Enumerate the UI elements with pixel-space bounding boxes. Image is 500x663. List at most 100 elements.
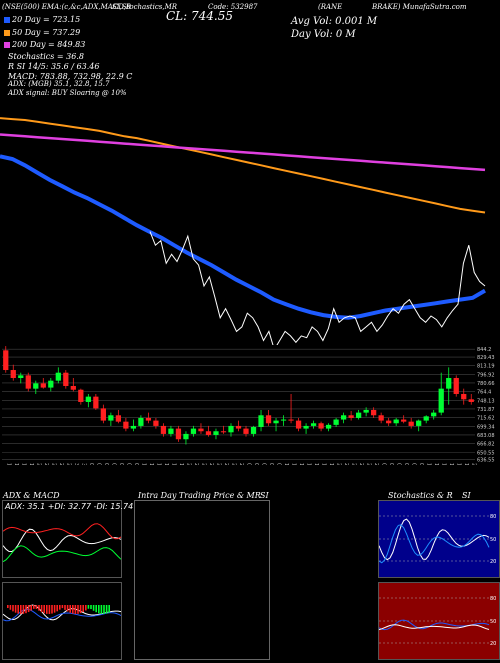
osc-tick-label: 80 — [490, 596, 496, 602]
intraday-panel — [134, 500, 270, 660]
candle-body — [258, 415, 264, 427]
date-tick-label: 04 Apr — [403, 463, 409, 465]
candle-body — [273, 420, 279, 424]
candle-body — [220, 431, 227, 433]
price-tick-label: 636.55 — [477, 458, 495, 464]
candle-body — [393, 419, 399, 424]
date-tick-label: 29 Feb — [238, 463, 244, 465]
candle-body — [431, 412, 437, 417]
date-tick-label: 18 Jan — [20, 463, 26, 465]
date-tick-label: 21 Feb — [193, 463, 199, 465]
macd-histogram-bar — [9, 605, 12, 610]
adx-values: ADX: 35.1 +DI: 32.77 -DI: 15.74 — [5, 502, 134, 511]
ema50-swatch — [4, 30, 10, 36]
candle-body — [138, 417, 144, 426]
price-tick-label: 731.87 — [477, 407, 495, 413]
candle-body — [40, 383, 46, 388]
macd-histogram-bar — [17, 605, 19, 614]
macd-histogram-bar — [35, 605, 38, 609]
candle-body — [3, 350, 9, 371]
macd-histogram-bar — [87, 605, 90, 609]
macd-histogram-bar — [40, 605, 43, 613]
rsi-lines: 80 50 20 — [378, 596, 496, 647]
date-tick-label: 05 Mar — [261, 463, 267, 465]
adx-svg-line — [2, 545, 122, 563]
stochastics-lines: 80 50 20 — [378, 514, 496, 565]
adx-lines — [2, 523, 122, 563]
date-tick-label: 23 Jan — [43, 463, 49, 465]
date-tick-label: 22 Jan — [35, 463, 41, 465]
macd-histogram-bar — [43, 605, 45, 614]
si-title: SI — [260, 491, 269, 500]
avg-volume: Avg Vol: 0.001 M — [291, 16, 378, 27]
date-tick-label: 01 Apr — [381, 463, 387, 465]
rsi-label: R SI 14/5: 35.6 / 63.46 — [8, 62, 100, 71]
macd-histogram-bar — [7, 605, 9, 608]
macd-histogram-bar — [51, 605, 53, 614]
macd-label: MACD: 783.88, 732.98, 22.9 C — [8, 72, 133, 81]
candle-body — [250, 426, 257, 434]
ema-chart — [0, 117, 487, 345]
macd-histogram-bar — [53, 605, 56, 613]
date-tick-label: 19 Jan — [28, 463, 34, 465]
date-tick-label: 05 Apr — [411, 463, 417, 465]
stochastics-panel: 80 50 20 — [378, 500, 500, 578]
adx-label: ADX: (MGB) 35.1, 32.8, 15.7 — [8, 80, 110, 88]
adx-svg-line — [2, 528, 122, 553]
candle-body — [461, 393, 467, 400]
candle-body — [213, 431, 219, 435]
date-tick-label: 14 Feb — [155, 463, 161, 465]
stoch-svg-line — [378, 524, 490, 564]
date-tick-label: 20 Mar — [336, 463, 342, 465]
date-tick-label: 26 Feb — [215, 463, 221, 465]
date-tick-label: 18 Mar — [321, 463, 327, 465]
header-indicators-2: SI,Stochastics,MR — [112, 3, 178, 11]
candle-body — [190, 428, 197, 434]
rsi-svg-line — [378, 624, 490, 631]
candle-body — [130, 425, 137, 429]
date-tick-label: 22 Feb — [200, 463, 206, 465]
macd-histogram-bar — [69, 605, 71, 613]
candlestick-chart: 844.2 829.43 813.19 796.92 780.66 764.4 748.13… — [2, 346, 495, 465]
date-tick-label: 28 Mar — [373, 463, 379, 465]
date-tick-label: 10 Apr — [426, 463, 432, 465]
macd-histogram-bar — [72, 605, 74, 614]
date-tick-label: 04 Mar — [253, 463, 259, 465]
macd-histogram-bar — [108, 605, 110, 613]
price-tick-label: 699.34 — [477, 424, 495, 430]
date-tick-label: 01 Mar — [246, 463, 252, 465]
price-tick-label: 844.2 — [477, 347, 491, 353]
date-tick-label: 02 Apr — [388, 463, 394, 465]
date-tick-label: 26 Mar — [358, 463, 364, 465]
candle-body — [18, 375, 24, 379]
macd-histogram-bar — [30, 605, 32, 611]
date-tick-label: 13 Feb — [148, 463, 154, 465]
candle-body — [160, 425, 167, 434]
osc-tick-label: 20 — [490, 641, 496, 647]
date-tick-label: 15 Mar — [313, 463, 319, 465]
candle-body — [438, 388, 444, 413]
adx-signal-label: ADX signal: BUY Sloaring @ 10% — [8, 89, 127, 97]
candle-body — [205, 431, 212, 435]
macd-histogram-bar — [95, 605, 97, 613]
macd-lines — [2, 604, 122, 622]
ema200-label: 200 Day = 849.83 — [12, 40, 86, 49]
candle-body — [386, 420, 392, 424]
macd-histogram-bar — [61, 605, 64, 609]
date-tick-label: 31 Jan — [80, 463, 86, 465]
candle-body — [318, 423, 324, 429]
macd-histogram-bar — [20, 605, 22, 614]
macd-histogram-bar — [25, 605, 27, 614]
candle-body — [78, 389, 84, 402]
stoch-svg-line — [378, 518, 490, 561]
candle-body — [235, 425, 242, 429]
date-tick-label: 29 Jan — [65, 463, 71, 465]
candle-body — [10, 370, 16, 379]
macd-histogram-bar — [105, 605, 108, 614]
price-tick-label: 683.08 — [477, 433, 495, 439]
macd-histogram-bar — [79, 605, 82, 614]
date-tick-label: 16 Jan — [5, 463, 11, 465]
macd-panel — [2, 582, 122, 660]
date-tick-label: 19 Mar — [328, 463, 334, 465]
ema50-label: 50 Day = 737.29 — [12, 28, 81, 37]
